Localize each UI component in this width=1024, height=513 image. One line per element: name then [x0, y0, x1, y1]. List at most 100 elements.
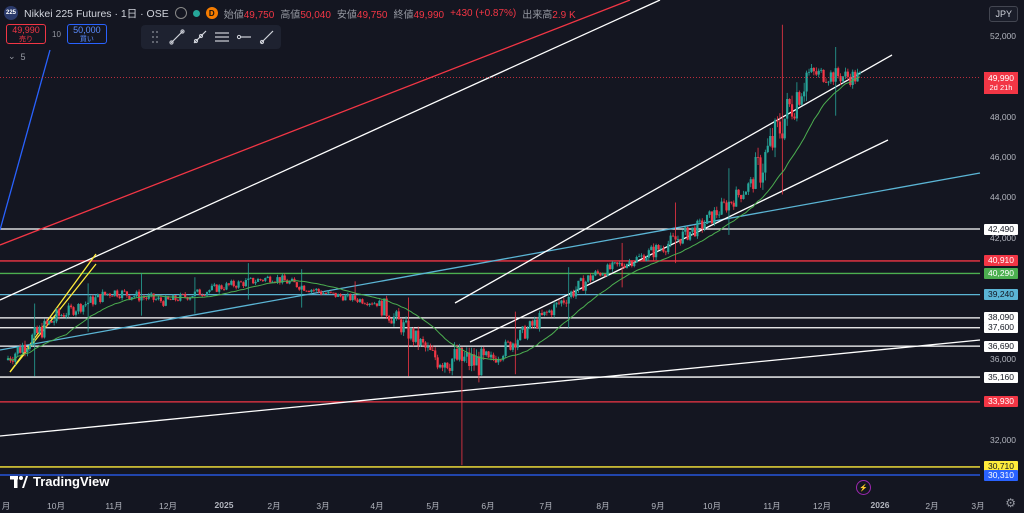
tradingview-logo[interactable]: TradingView — [10, 474, 109, 489]
candle-body — [778, 121, 781, 134]
pen-line-icon[interactable] — [259, 29, 275, 46]
drag-handle-icon[interactable] — [147, 29, 163, 46]
ray-line-icon[interactable] — [192, 29, 208, 46]
candle-body — [351, 295, 354, 301]
candle-body — [829, 72, 832, 82]
candle-body — [402, 322, 405, 333]
candle-body — [727, 201, 731, 211]
candle-body — [662, 248, 665, 252]
price-scale-label: 42,000 — [990, 232, 1016, 243]
candle-body — [737, 189, 740, 196]
candle-body — [33, 327, 36, 335]
sell-button[interactable]: 49,990 売り — [6, 24, 46, 44]
candle-body — [145, 297, 148, 299]
candle-body — [164, 296, 167, 306]
time-scale-label: 2026 — [870, 500, 890, 510]
trend-line-icon[interactable] — [169, 29, 186, 46]
candle-body — [239, 281, 243, 283]
candle-body — [438, 364, 442, 368]
candle-body — [475, 356, 478, 366]
candle-body — [74, 311, 78, 315]
symbol-logo-icon[interactable]: 225 — [4, 6, 18, 20]
candle-body — [84, 304, 87, 306]
candle-body — [38, 326, 41, 333]
candle-body — [332, 292, 335, 294]
replay-icon[interactable]: ⚡ — [856, 480, 871, 495]
candle-body — [324, 293, 328, 294]
candle-body — [130, 297, 133, 300]
buy-label: 買い — [79, 36, 94, 43]
indicator-toggle[interactable]: ⌄ 5 — [8, 51, 26, 62]
candle-body — [601, 274, 604, 276]
time-scale-label: 4月 — [370, 501, 384, 511]
trend-line — [454, 54, 893, 304]
candle-body — [45, 320, 48, 324]
candle-body — [453, 349, 456, 359]
candle-body — [133, 296, 136, 298]
candle-body — [196, 289, 199, 292]
candle-body — [572, 291, 575, 297]
symbol-header: 225 Nikkei 225 Futures · 1日 · OSE D 始値49… — [4, 3, 576, 23]
candle-body — [538, 312, 541, 329]
last-price-tag: 49,990 2d 21h — [984, 71, 1018, 94]
candle-body — [764, 152, 767, 173]
candle-body — [752, 179, 755, 189]
candle-body — [210, 285, 213, 291]
candle-body — [305, 290, 308, 292]
candle-body — [193, 291, 197, 296]
buy-price: 50,000 — [73, 25, 101, 35]
candle-body — [429, 346, 432, 350]
candle-body — [346, 294, 349, 296]
candle-body — [574, 289, 578, 297]
candle-body — [827, 81, 830, 83]
candle-body — [358, 299, 362, 302]
trend-line — [0, 339, 981, 437]
data-delay-badge[interactable]: D — [205, 7, 218, 19]
candle-body — [77, 303, 80, 312]
candle-body — [227, 283, 230, 285]
level-price-tag: 35,160 — [984, 371, 1018, 383]
open-label: 始値 — [223, 9, 244, 21]
candle-body — [339, 294, 342, 297]
candle-body — [822, 69, 825, 82]
candle-body — [523, 326, 527, 339]
candle-body — [851, 71, 854, 86]
candle-body — [87, 302, 90, 305]
candle-body — [786, 98, 789, 119]
horizontal-lines-icon[interactable] — [214, 29, 230, 46]
candle-body — [688, 231, 692, 240]
candle-body — [628, 261, 631, 265]
candle-body — [487, 351, 490, 358]
candle-body — [390, 320, 393, 324]
candle-body — [79, 303, 82, 312]
candle-body — [463, 356, 466, 361]
candle-body — [730, 201, 733, 203]
tradingview-mark-icon — [10, 475, 28, 488]
candle-body — [43, 320, 46, 338]
buy-button[interactable]: 50,000 買い — [66, 24, 107, 44]
candle-body — [742, 194, 745, 200]
candle-body — [477, 356, 481, 376]
candle-body — [647, 250, 650, 258]
symbol-title[interactable]: Nikkei 225 Futures · 1日 · OSE — [24, 7, 169, 20]
time-scale-label: 6月 — [481, 501, 495, 511]
visibility-icon[interactable] — [174, 7, 187, 19]
candle-body — [317, 288, 320, 292]
candle-body — [208, 290, 211, 293]
close-label: 終値 — [393, 9, 414, 21]
candle-body — [373, 303, 376, 305]
currency-selector[interactable]: JPY — [989, 6, 1018, 22]
gear-icon[interactable]: ⚙ — [1005, 496, 1016, 510]
candle-body — [497, 359, 500, 363]
candle-body — [844, 71, 847, 77]
price-scale-label: 44,000 — [990, 192, 1016, 203]
candle-body — [696, 220, 699, 237]
horizontal-ray-icon[interactable] — [236, 29, 252, 46]
candle-body — [431, 349, 434, 351]
candle-body — [235, 286, 238, 288]
candle-body — [458, 347, 461, 360]
candle-body — [460, 347, 464, 361]
candle-body — [380, 300, 383, 316]
